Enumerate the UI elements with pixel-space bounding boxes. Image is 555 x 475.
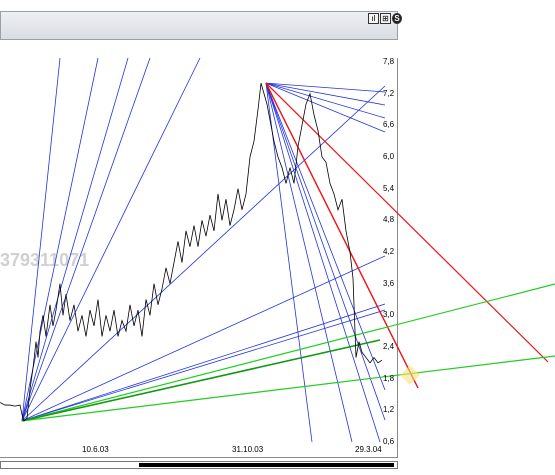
x-tick-label: 29.3.04: [355, 445, 382, 454]
fan-line-low-6: [21, 255, 386, 422]
y-tick-label: 7,8: [383, 57, 395, 66]
highlight-marker: [400, 365, 420, 385]
green-trend-line-lower: [21, 355, 555, 422]
grid-icon[interactable]: ⊞: [380, 13, 391, 24]
y-tick-label: 3,6: [383, 278, 395, 288]
y-tick-label: 5,4: [383, 183, 395, 193]
settings-icon[interactable]: S: [392, 13, 402, 24]
green-trend-line-mid: [21, 339, 381, 422]
y-tick-label: 6,6: [383, 120, 395, 130]
y-tick-label: 4,8: [383, 215, 395, 225]
y-tick-label: 0,6: [383, 437, 395, 446]
fan-line-high-0: [265, 82, 386, 93]
fan-line-low-0: [21, 57, 61, 421]
chart-area[interactable]: [0, 58, 398, 458]
bar-chart-icon[interactable]: ıl: [368, 13, 379, 24]
chart-toolbar: ıl ⊞ S: [0, 11, 402, 40]
fan-line-low-2: [21, 57, 129, 422]
fan-line-high-4: [265, 83, 313, 443]
fan-line-low-4: [21, 57, 201, 422]
fan-line-low-7: [21, 303, 386, 422]
scrollbar-thumb[interactable]: [139, 463, 394, 467]
y-tick-label: 3,0: [383, 310, 395, 320]
fan-line-high-8: [265, 82, 386, 391]
green-trend-line-upper: [21, 283, 555, 422]
fan-line-low-3: [21, 57, 151, 422]
fan-line-low-8: [21, 309, 386, 422]
horizontal-scrollbar[interactable]: [0, 461, 398, 469]
fan-line-high-6: [265, 82, 381, 443]
y-tick-label: 4,2: [383, 247, 395, 256]
y-tick-label: 7,2: [383, 88, 395, 98]
y-tick-label: 1,2: [383, 405, 395, 415]
fan-line-high-2: [265, 82, 386, 119]
fan-line-high-3: [265, 82, 386, 133]
red-trend-line-shallow: [265, 82, 549, 363]
watermark-text: 379311071: [0, 250, 90, 270]
price-series-line: [0, 83, 383, 422]
fan-line-high-1: [265, 82, 386, 106]
x-tick-label: 10.6.03: [82, 445, 109, 454]
fan-line-high-7: [265, 82, 386, 421]
y-tick-label: 2,4: [383, 342, 395, 351]
fan-line-low-5: [21, 85, 386, 422]
red-trend-line-steep: [265, 82, 419, 389]
x-tick-label: 31.10.03: [232, 445, 264, 454]
fan-line-low-1: [21, 57, 99, 421]
fan-line-high-5: [265, 83, 353, 443]
y-tick-label: 6,0: [383, 152, 395, 161]
y-tick-label: 1,8: [383, 373, 395, 383]
